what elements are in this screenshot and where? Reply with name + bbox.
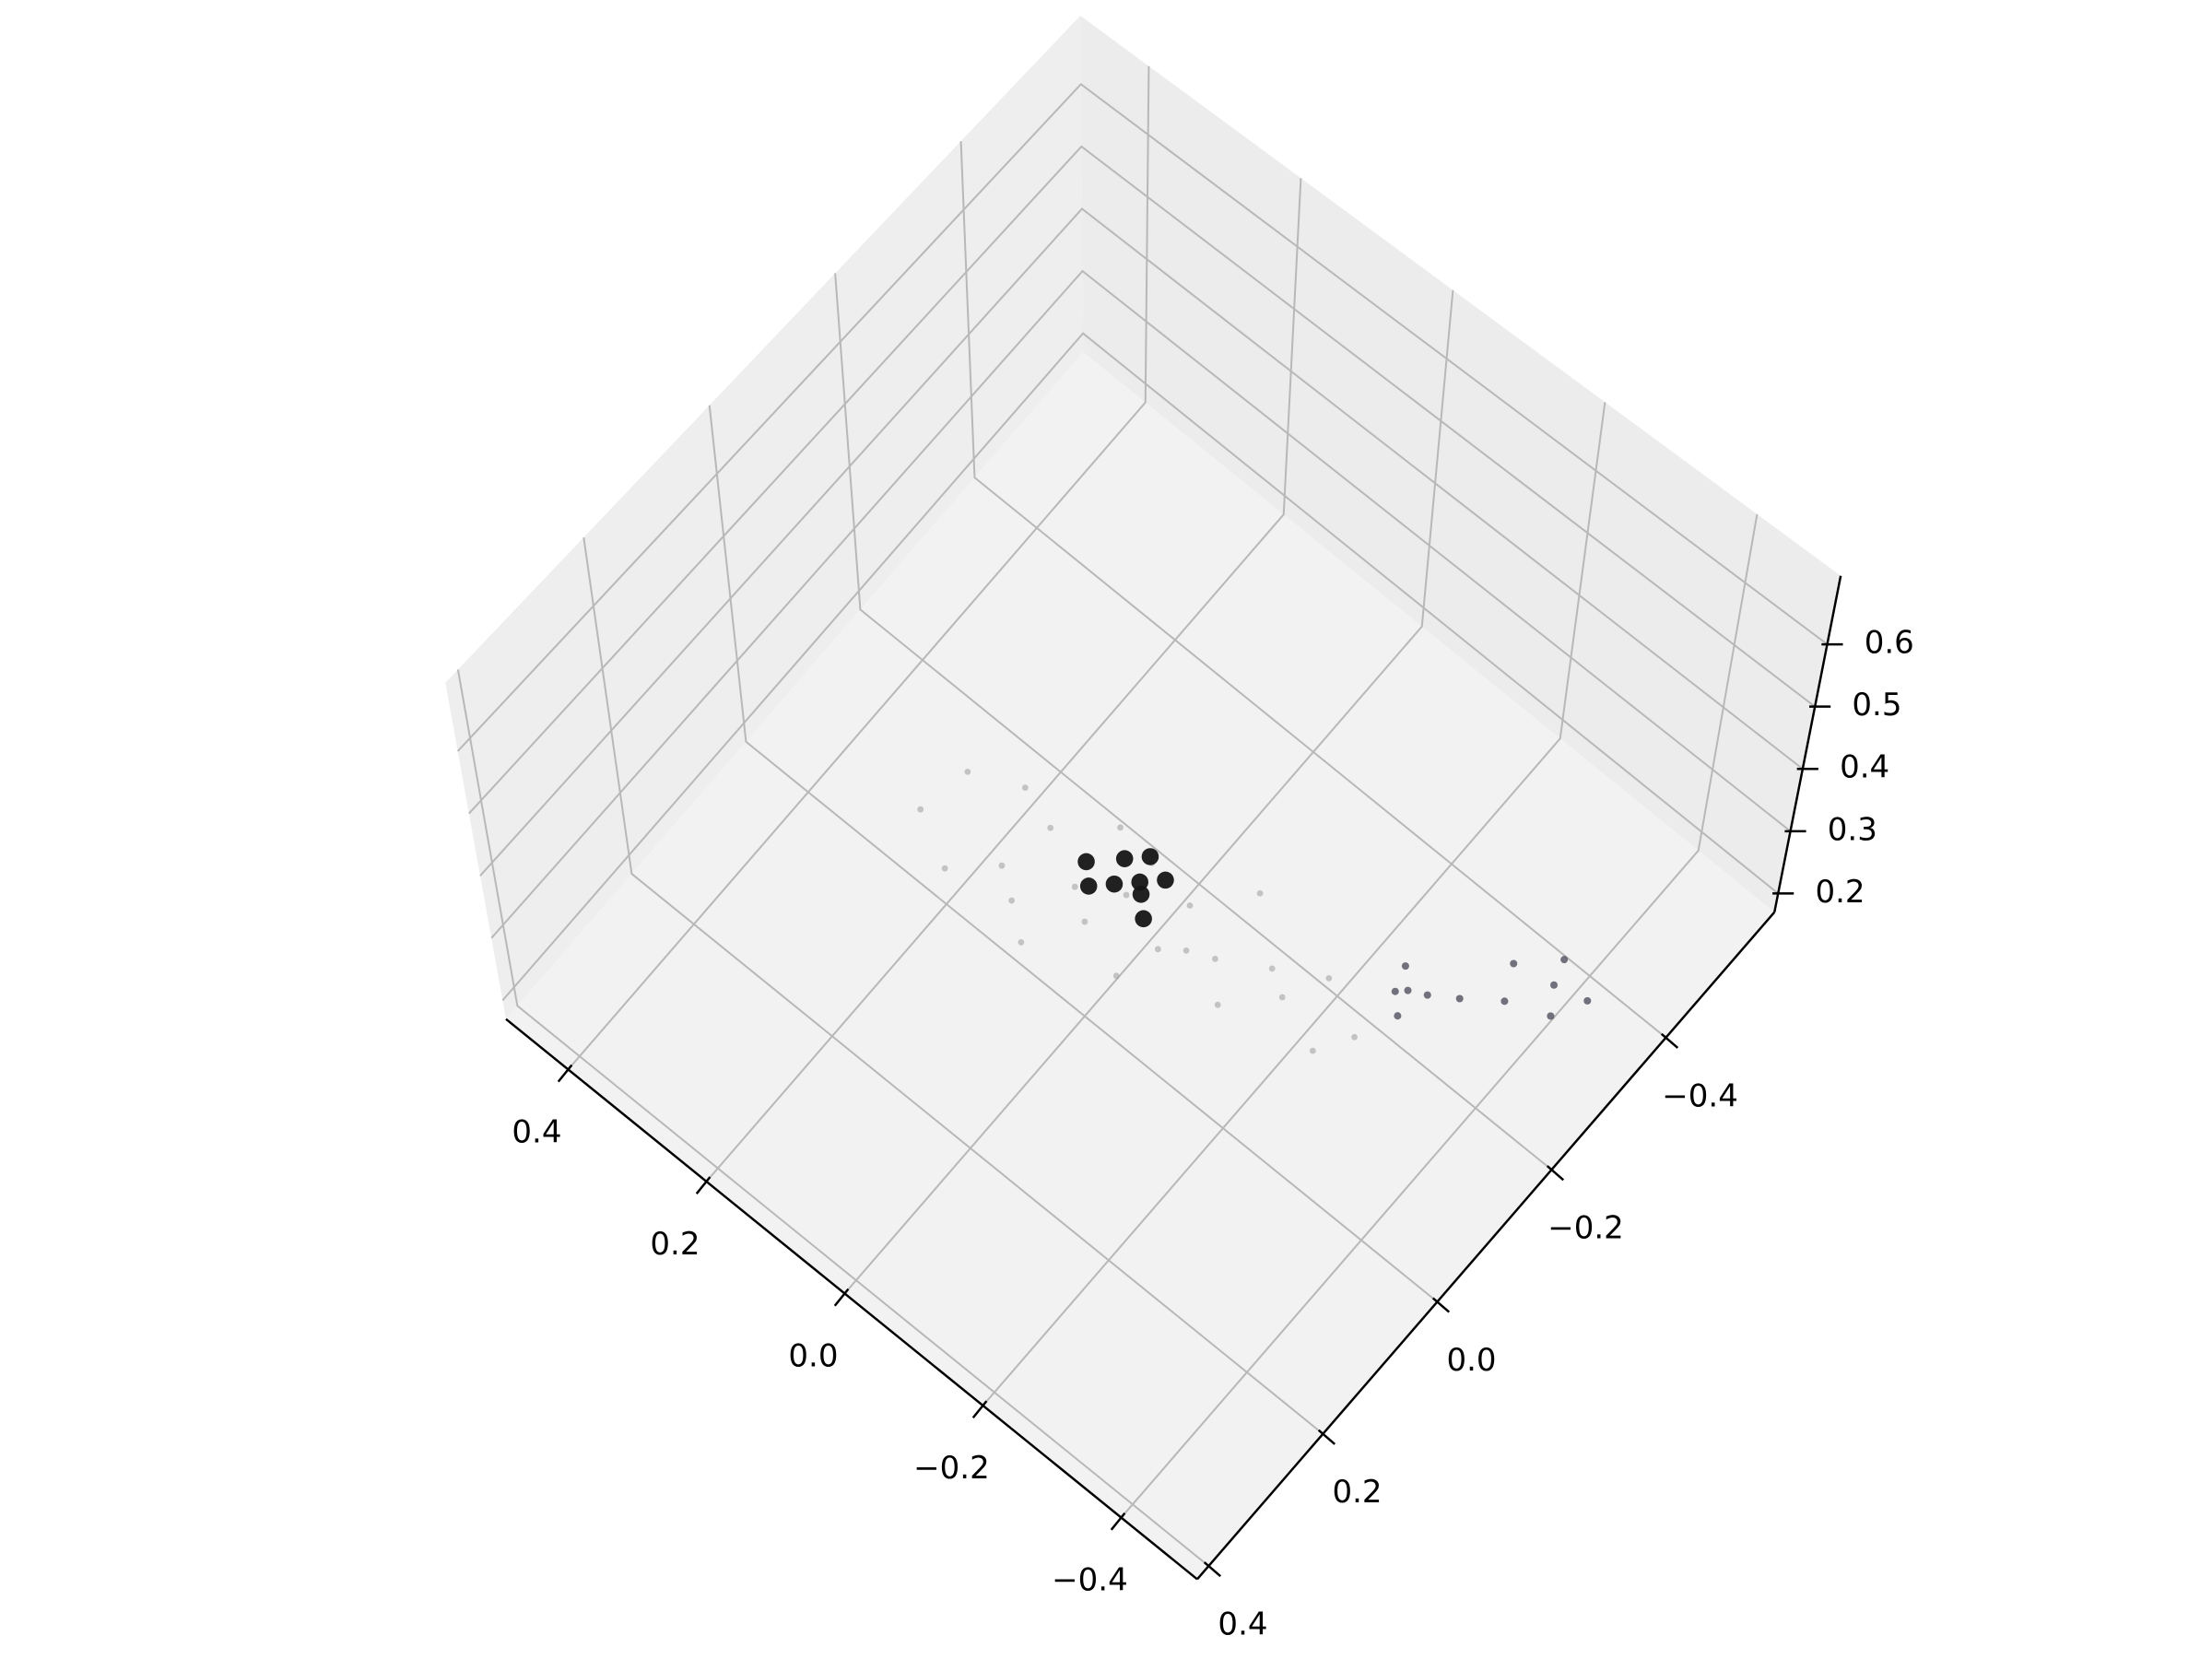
x-tick-label: −0.4 — [1052, 1562, 1128, 1599]
point — [1510, 959, 1518, 968]
grid-line — [834, 273, 1553, 1171]
point — [1047, 824, 1054, 831]
point — [1081, 918, 1088, 925]
y-tick-label: −0.2 — [1547, 1210, 1624, 1247]
point — [1115, 850, 1134, 867]
point — [1325, 974, 1333, 982]
y-tick — [1546, 1165, 1565, 1182]
point — [1186, 902, 1194, 909]
grid — [456, 65, 1829, 1567]
point — [998, 862, 1006, 869]
y-tick-label: 0.0 — [1446, 1342, 1496, 1379]
point — [1117, 824, 1124, 831]
point — [1071, 883, 1078, 890]
point — [1132, 886, 1150, 903]
y-tick — [1431, 1297, 1451, 1313]
point — [1550, 981, 1559, 989]
grid-line — [705, 178, 1302, 1182]
x-tick — [971, 1400, 988, 1419]
point — [1391, 987, 1399, 995]
point — [917, 806, 924, 813]
point — [1394, 1012, 1402, 1020]
wall-pane — [1080, 16, 1841, 912]
point — [1154, 946, 1161, 953]
z-tick-label: 0.5 — [1852, 687, 1901, 724]
y-tick — [1317, 1429, 1336, 1445]
grid-line — [982, 402, 1606, 1406]
point — [1455, 994, 1464, 1003]
axes: −0.4 −0.2 0.0 0.2 0.4 −0.4 −0.2 0.0 0.2 0.4 0.2 0.3… — [505, 575, 1914, 1643]
point — [1309, 1047, 1316, 1054]
point — [1105, 875, 1124, 893]
point — [1157, 871, 1174, 889]
point — [1018, 938, 1025, 946]
point — [1423, 991, 1431, 999]
grid-line — [490, 269, 1792, 939]
point — [941, 865, 948, 872]
x-tick-label: 0.2 — [650, 1226, 700, 1263]
point — [1268, 965, 1276, 972]
grid-line — [708, 405, 1439, 1303]
axis-line — [1196, 911, 1776, 1581]
x-tick-label: 0.0 — [788, 1338, 838, 1375]
point — [1214, 1001, 1221, 1008]
z-tick-label: 0.2 — [1815, 874, 1865, 911]
point — [1008, 897, 1016, 904]
point — [1182, 947, 1190, 954]
point — [1500, 997, 1509, 1006]
point — [1141, 848, 1159, 865]
point — [964, 768, 971, 775]
z-tick-label: 0.4 — [1840, 749, 1889, 786]
grid-line — [501, 332, 1779, 1002]
point — [1123, 891, 1130, 899]
grid-line — [1120, 513, 1759, 1519]
panes — [445, 16, 1841, 1580]
y-tick-label: −0.4 — [1662, 1077, 1738, 1114]
x-tick-label: 0.4 — [512, 1113, 561, 1150]
point — [1079, 877, 1098, 895]
point — [1560, 956, 1569, 964]
grid-line — [456, 83, 1829, 752]
grid-line — [468, 145, 1816, 815]
grid-line — [582, 536, 1324, 1435]
point — [1256, 889, 1264, 897]
point — [1021, 784, 1029, 792]
y-tick — [1660, 1032, 1679, 1049]
point — [1211, 955, 1218, 962]
grid-line — [479, 207, 1804, 877]
floor-pane — [505, 351, 1775, 1580]
y-tick-label: 0.2 — [1332, 1474, 1382, 1511]
point — [1547, 1012, 1555, 1020]
x-tick — [557, 1064, 573, 1083]
x-tick — [1110, 1512, 1126, 1531]
point — [1404, 986, 1412, 994]
y-tick-label: 0.4 — [1218, 1606, 1267, 1643]
grid-line — [843, 289, 1454, 1295]
axis-line — [1773, 575, 1842, 912]
y-tick — [1203, 1561, 1222, 1578]
point — [1077, 853, 1095, 871]
point — [1112, 972, 1120, 980]
point — [1583, 996, 1592, 1005]
axis-line — [505, 1018, 1198, 1581]
point — [1351, 1033, 1358, 1041]
x-tick — [695, 1176, 712, 1194]
point — [1135, 910, 1152, 928]
point — [1401, 962, 1409, 971]
points — [917, 768, 1592, 1054]
grid-line — [959, 141, 1667, 1039]
grid-line — [567, 65, 1150, 1071]
z-tick-label: 0.3 — [1828, 811, 1877, 848]
x-tick — [833, 1288, 850, 1307]
wall-pane — [445, 16, 1084, 1019]
z-tick-label: 0.6 — [1865, 625, 1914, 662]
grid-line — [456, 669, 1210, 1567]
x-tick-label: −0.2 — [913, 1450, 990, 1487]
point — [1278, 994, 1286, 1001]
